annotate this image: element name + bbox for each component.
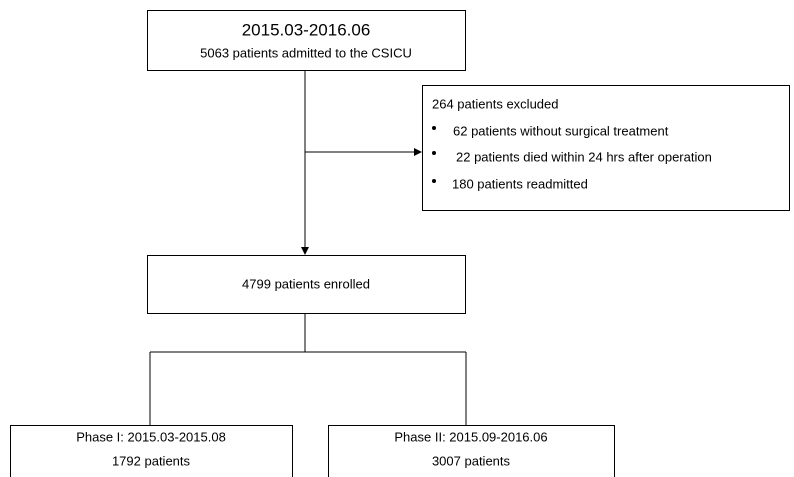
box <box>328 425 615 477</box>
bullet <box>432 126 436 130</box>
box-label: 5063 patients admitted to the CSICU <box>200 45 412 60</box>
box <box>147 255 466 314</box>
bullet <box>432 151 436 155</box>
list-item: 22 patients died within 24 hrs after ope… <box>456 149 712 164</box>
box-label: 4799 patients enrolled <box>242 276 370 291</box>
bullet <box>432 179 436 183</box>
box-title: 2015.03-2016.06 <box>242 20 371 39</box>
box-title: Phase II: 2015.09-2016.06 <box>394 429 547 444</box>
box <box>422 85 790 211</box>
list-item: 180 patients readmitted <box>452 176 588 191</box>
box <box>147 10 466 71</box>
list-item: 62 patients without surgical treatment <box>453 123 669 138</box>
box-label: 1792 patients <box>112 453 191 468</box>
box-label: 3007 patients <box>432 453 511 468</box>
box-title: 264 patients excluded <box>432 96 558 111</box>
box-title: Phase I: 2015.03-2015.08 <box>76 429 226 444</box>
box <box>10 425 293 477</box>
